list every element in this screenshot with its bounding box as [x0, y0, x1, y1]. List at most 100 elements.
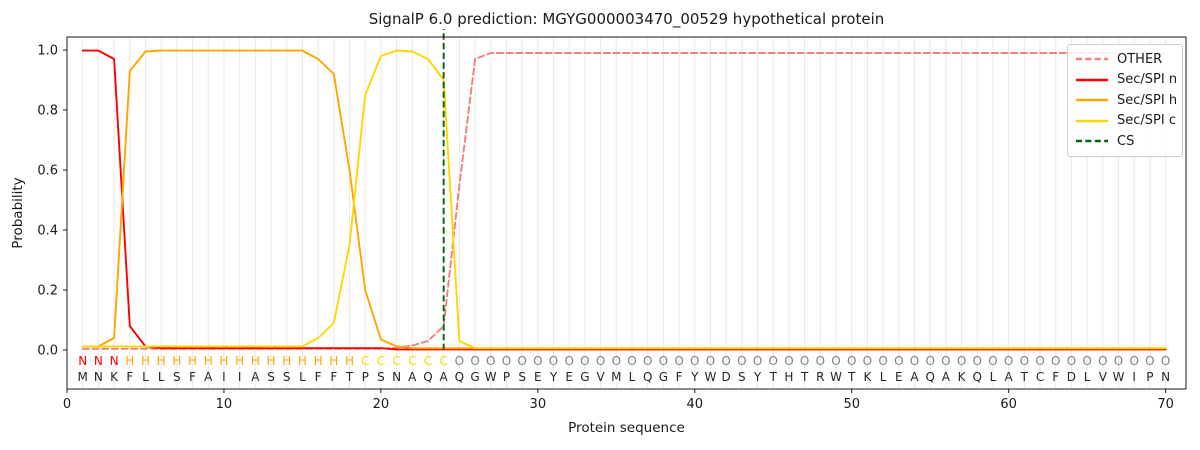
residue-region-label: O — [721, 354, 730, 368]
residue-region-label: H — [219, 354, 228, 368]
legend-line-sample — [1076, 140, 1108, 143]
residue-region-label: O — [533, 354, 542, 368]
residue-letter: P — [503, 370, 510, 384]
residue-region-label: O — [1035, 354, 1044, 368]
residue-region-label: O — [1129, 354, 1138, 368]
residue-letter: Q — [925, 370, 934, 384]
residue-letter: T — [1020, 370, 1029, 384]
residue-letter: Q — [973, 370, 982, 384]
residue-region-label: N — [78, 354, 87, 368]
residue-region-label: O — [1114, 354, 1123, 368]
residue-region-label: O — [863, 354, 872, 368]
legend-entry-sec-spi-h: Sec/SPI h — [1068, 90, 1182, 111]
residue-letter: R — [816, 370, 824, 384]
residue-letter: G — [580, 370, 589, 384]
residue-region-label: N — [110, 354, 119, 368]
residue-region-label: O — [769, 354, 778, 368]
residue-region-label: O — [612, 354, 621, 368]
residue-region-label: O — [957, 354, 966, 368]
y-tick-label: 0.6 — [37, 164, 58, 179]
residue-letter: N — [392, 370, 401, 384]
legend-line-sample — [1076, 58, 1108, 61]
legend-line-sample — [1076, 78, 1108, 81]
residue-region-label: O — [690, 354, 699, 368]
residue-region-label: O — [1051, 354, 1060, 368]
residue-letter: A — [942, 370, 951, 384]
x-axis-label: Protein sequence — [568, 420, 685, 436]
residue-region-label: O — [737, 354, 746, 368]
x-tick-label: 0 — [63, 397, 71, 412]
residue-region-label: H — [235, 354, 244, 368]
residue-region-label: O — [1067, 354, 1076, 368]
residue-letter: L — [990, 370, 997, 384]
legend-entry-sec-spi-c: Sec/SPI c — [1068, 111, 1182, 132]
legend-box: OTHER Sec/SPI n Sec/SPI h Sec/SPI c CS — [1067, 44, 1183, 157]
residue-region-label: O — [988, 354, 997, 368]
residue-letter: A — [440, 370, 449, 384]
residue-region-label: O — [941, 354, 950, 368]
residue-region-label: H — [188, 354, 197, 368]
residue-letter: D — [722, 370, 731, 384]
y-tick-label: 0.4 — [37, 224, 58, 239]
residue-letter: F — [330, 370, 337, 384]
residue-letter: T — [847, 370, 856, 384]
residue-region-label: O — [1161, 354, 1170, 368]
residue-letter: W — [1113, 370, 1125, 384]
x-axis-ticks: 0 10 20 30 40 50 60 70 — [63, 389, 1174, 412]
residue-region-label: O — [502, 354, 511, 368]
residue-letter: F — [315, 370, 322, 384]
residue-region-label: O — [1004, 354, 1013, 368]
residue-region-label: C — [439, 354, 447, 368]
residue-letter: S — [267, 370, 275, 384]
residue-letter: S — [283, 370, 291, 384]
y-tick-label: 0.2 — [37, 284, 58, 299]
residue-region-label: O — [596, 354, 605, 368]
residue-letter: I — [238, 370, 242, 384]
x-tick-label: 70 — [1157, 397, 1174, 412]
residue-letter: K — [863, 370, 872, 384]
residue-letter: D — [1067, 370, 1076, 384]
residue-region-label: O — [816, 354, 825, 368]
legend-entry-label: Sec/SPI c — [1117, 113, 1176, 129]
residue-letter: I — [1132, 370, 1136, 384]
residue-letter: E — [534, 370, 542, 384]
residue-letter: V — [596, 370, 605, 384]
residue-region-label: O — [1082, 354, 1091, 368]
residue-region-label: C — [424, 354, 432, 368]
legend-line-sample — [1076, 99, 1108, 102]
residue-region-label: C — [377, 354, 385, 368]
x-tick-label: 10 — [216, 397, 233, 412]
residue-letter: C — [1036, 370, 1044, 384]
residue-letter: F — [189, 370, 196, 384]
residue-region-label: H — [345, 354, 354, 368]
x-tick-label: 60 — [1000, 397, 1017, 412]
residue-region-label: O — [847, 354, 856, 368]
residue-letter: N — [1161, 370, 1170, 384]
series-line-sec-spi-c — [81, 49, 1167, 350]
y-axis-ticks: 0.0 0.2 0.4 0.6 0.8 1.0 — [37, 44, 67, 359]
residue-letter: A — [408, 370, 417, 384]
legend-entry-sec-spi-n: Sec/SPI n — [1068, 70, 1182, 91]
residue-letter: L — [158, 370, 165, 384]
residue-region-label: C — [361, 354, 369, 368]
residue-letter: S — [738, 370, 746, 384]
residue-letter: Q — [423, 370, 432, 384]
residue-region-label: H — [172, 354, 181, 368]
residue-region-label: O — [643, 354, 652, 368]
residue-letter: V — [1099, 370, 1108, 384]
residue-letter: P — [1146, 370, 1153, 384]
y-tick-label: 0.0 — [37, 344, 58, 359]
residue-region-label: C — [408, 354, 416, 368]
residue-letter: K — [110, 370, 119, 384]
residue-letter: T — [345, 370, 354, 384]
residue-region-label: O — [706, 354, 715, 368]
residue-region-label: O — [878, 354, 887, 368]
residue-letter: P — [362, 370, 369, 384]
residue-letter: L — [629, 370, 636, 384]
residue-region-label: O — [894, 354, 903, 368]
residue-letter: A — [1005, 370, 1014, 384]
residue-region-label: H — [329, 354, 338, 368]
x-tick-label: 20 — [373, 397, 390, 412]
residue-letter: S — [377, 370, 385, 384]
